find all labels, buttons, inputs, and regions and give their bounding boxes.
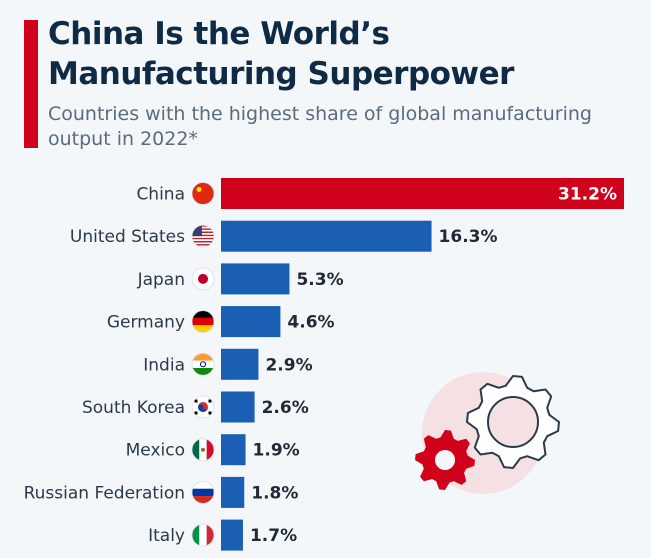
bar	[221, 476, 245, 508]
chart-subtitle: Countries with the highest share of glob…	[48, 103, 592, 150]
bar	[221, 348, 259, 380]
white-gear-hole	[487, 396, 539, 448]
bar	[221, 306, 281, 338]
bar-row: Italy 1.7%	[148, 519, 297, 551]
bar-row: Germany 4.6%	[107, 306, 335, 338]
flag-india-icon	[192, 353, 214, 376]
flag-south-korea-icon	[192, 396, 214, 418]
bar	[221, 178, 624, 209]
value-label: 4.6%	[287, 313, 334, 333]
red-gear-hole	[435, 450, 455, 470]
bar-row: China 31.2%	[136, 178, 624, 209]
bar	[221, 519, 243, 551]
flag-italy-icon	[192, 524, 214, 547]
bar-row: Japan 5.3%	[137, 263, 344, 295]
category-label: South Korea	[82, 398, 185, 418]
value-label: 1.9%	[253, 441, 300, 461]
accent-bar	[24, 20, 38, 148]
chart-title: China Is the World’s Manufacturing Super…	[48, 14, 514, 94]
category-label: Russian Federation	[24, 483, 185, 503]
category-label: United States	[70, 227, 185, 247]
flag-germany-icon	[192, 310, 214, 333]
category-label: Italy	[148, 526, 185, 546]
category-label: Germany	[107, 313, 185, 333]
category-label: China	[136, 185, 185, 205]
bar	[221, 391, 255, 423]
flag-china-icon	[192, 182, 214, 205]
flag-japan-icon	[192, 267, 214, 290]
bar-row: Russian Federation 1.8%	[24, 476, 298, 508]
title-line-1: China Is the World’s	[48, 16, 390, 52]
value-label: 31.2%	[558, 185, 617, 205]
value-label: 16.3%	[439, 227, 498, 247]
category-label: India	[143, 355, 185, 375]
bar	[221, 434, 246, 466]
value-label: 1.8%	[251, 483, 298, 503]
category-label: Mexico	[126, 441, 185, 461]
bar-row: United States 16.3%	[70, 220, 498, 252]
value-label: 2.9%	[265, 355, 312, 375]
bar	[221, 263, 290, 295]
value-label: 2.6%	[262, 398, 309, 418]
value-label: 5.3%	[296, 270, 343, 290]
title-line-2: Manufacturing Superpower	[48, 56, 514, 92]
bar	[221, 220, 432, 252]
bar-row: Mexico 1.9%	[126, 434, 300, 466]
flag-mexico-icon	[192, 438, 214, 461]
bar-row: India 2.9%	[143, 348, 313, 380]
flag-usa-icon	[192, 225, 214, 248]
value-label: 1.7%	[250, 526, 297, 546]
flag-russia-icon	[192, 481, 214, 504]
category-label: Japan	[137, 270, 185, 290]
bar-row: South Korea 2.6%	[82, 391, 309, 423]
